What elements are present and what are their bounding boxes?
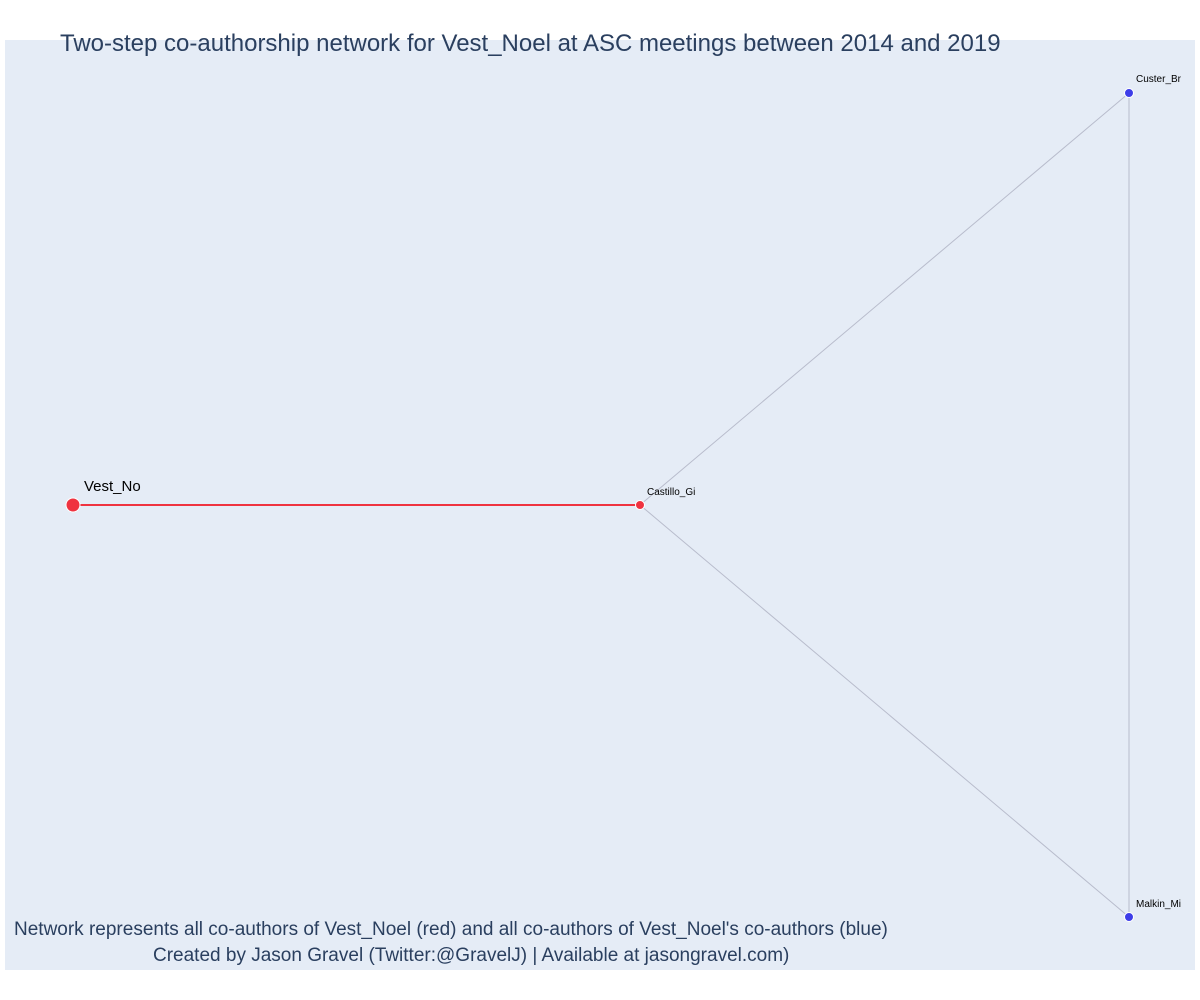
node-label-Custer_Br: Custer_Br <box>1136 74 1182 85</box>
node-label-Vest_No: Vest_No <box>84 478 141 495</box>
caption-description: Network represents all co-authors of Ves… <box>14 919 888 940</box>
label-layer: Vest_No Castillo_Gi Custer_Br Malkin_Mi <box>84 74 1182 910</box>
edge-layer <box>73 92 1130 918</box>
caption-credit: Created by Jason Gravel (Twitter:@Gravel… <box>153 945 790 966</box>
node-layer <box>65 88 1134 922</box>
node-label-Malkin_Mi: Malkin_Mi <box>1136 899 1181 910</box>
node-Custer_Br[interactable] <box>1124 88 1134 98</box>
node-Malkin_Mi[interactable] <box>1124 912 1134 922</box>
chart-title: Two-step co-authorship network for Vest_… <box>60 30 1001 57</box>
node-label-Castillo_Gi: Castillo_Gi <box>647 487 695 498</box>
node-Castillo_Gi[interactable] <box>635 500 645 510</box>
edge-Castillo_Gi-Malkin_Mi <box>639 504 1130 918</box>
edge-Castillo_Gi-Custer_Br <box>639 92 1130 506</box>
node-Vest_No[interactable] <box>65 497 81 513</box>
